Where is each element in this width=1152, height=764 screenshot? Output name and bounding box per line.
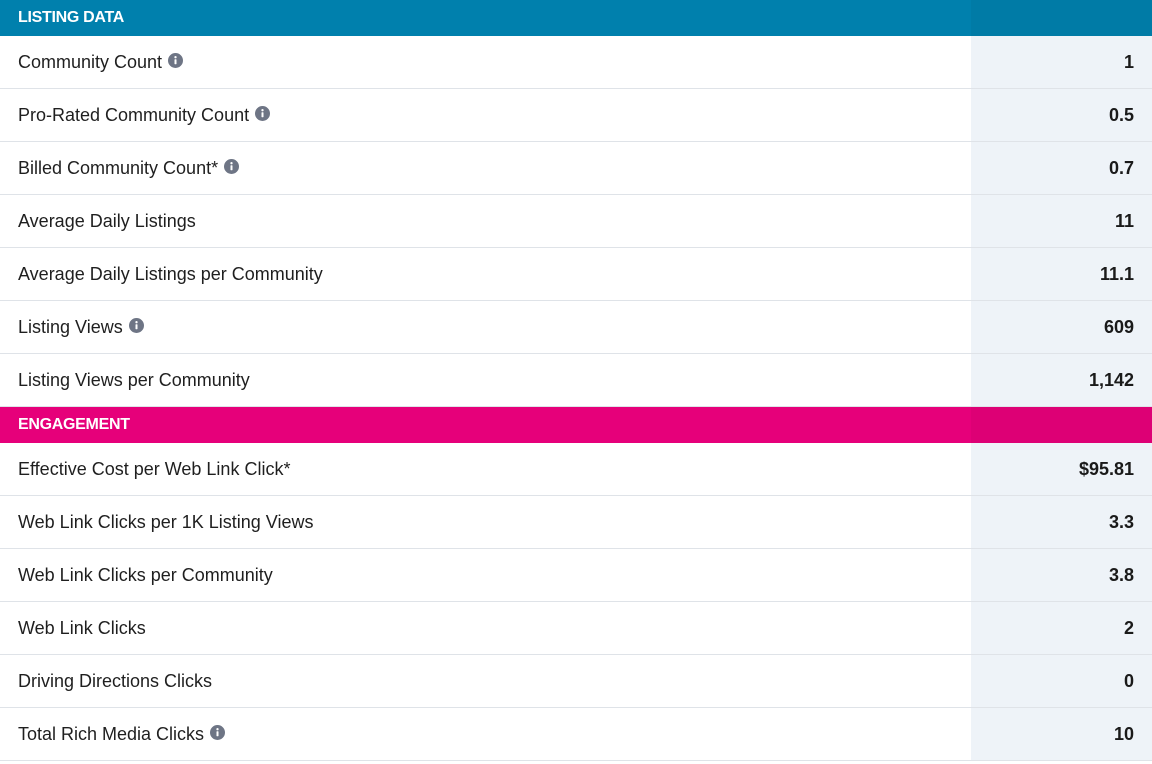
metric-label-cell: Average Daily Listings [0,195,971,247]
metric-label: Web Link Clicks per Community [18,564,273,585]
metric-value: 11.1 [971,248,1152,300]
metric-value: 0.7 [971,142,1152,194]
metric-label-cell: Billed Community Count* [0,142,971,194]
metric-label-cell: Listing Views [0,301,971,353]
metric-label-cell: Average Daily Listings per Community [0,248,971,300]
metric-label-cell: Total Rich Media Clicks [0,708,971,760]
table-row: Listing Views per Community 1,142 [0,354,1152,407]
table-row: Billed Community Count* 0.7 [0,142,1152,195]
metric-label: Listing Views per Community [18,369,250,390]
header-value-column-shade [971,407,1152,443]
table-row: Average Daily Listings per Community 11.1 [0,248,1152,301]
metric-label: Listing Views [18,316,123,337]
metric-value: $95.81 [971,443,1152,495]
metric-label: Billed Community Count* [18,157,219,178]
header-value-column-shade [971,0,1152,36]
info-icon[interactable] [210,725,226,740]
metric-label-cell: Effective Cost per Web Link Click* [0,443,971,495]
table-row: Total Rich Media Clicks 10 [0,708,1152,761]
metric-value: 10 [971,708,1152,760]
table-row: Average Daily Listings 11 [0,195,1152,248]
metric-value: 3.3 [971,496,1152,548]
section-header: LISTING DATA [0,0,1152,36]
metric-label: Web Link Clicks per 1K Listing Views [18,511,314,532]
info-icon[interactable] [255,106,271,121]
metric-label: Community Count [18,51,163,72]
metric-label: Web Link Clicks [18,617,146,638]
section-title: LISTING DATA [18,9,125,26]
info-icon[interactable] [224,159,240,174]
metric-value: 1,142 [971,354,1152,406]
metric-label-cell: Driving Directions Clicks [0,655,971,707]
metric-label-cell: Community Count [0,36,971,88]
metric-label: Pro-Rated Community Count [18,104,250,125]
metric-label-cell: Web Link Clicks [0,602,971,654]
table-row: Listing Views 609 [0,301,1152,354]
section-listing-data: LISTING DATA Community Count 1 Pro-Rated Co… [0,0,1152,407]
metric-label-cell: Listing Views per Community [0,354,971,406]
table-row: Effective Cost per Web Link Click* $95.81 [0,443,1152,496]
info-icon[interactable] [128,318,144,333]
metric-value: 1 [971,36,1152,88]
metric-label-cell: Web Link Clicks per Community [0,549,971,601]
table-row: Web Link Clicks 2 [0,602,1152,655]
metric-label-cell: Web Link Clicks per 1K Listing Views [0,496,971,548]
table-row: Community Count 1 [0,36,1152,89]
metric-label: Total Rich Media Clicks [18,723,205,744]
table-row: Pro-Rated Community Count 0.5 [0,89,1152,142]
table-row: Web Link Clicks per 1K Listing Views 3.3 [0,496,1152,549]
metric-value: 609 [971,301,1152,353]
section-header: ENGAGEMENT [0,407,1152,443]
metric-label: Driving Directions Clicks [18,670,213,691]
metric-label-cell: Pro-Rated Community Count [0,89,971,141]
table-row: Driving Directions Clicks 0 [0,655,1152,708]
table-row: Web Link Clicks per Community 3.8 [0,549,1152,602]
metric-label: Effective Cost per Web Link Click* [18,458,291,479]
metric-value: 2 [971,602,1152,654]
info-icon[interactable] [168,53,184,68]
metric-label: Average Daily Listings per Community [18,263,323,284]
section-title: ENGAGEMENT [18,416,130,433]
metric-value: 3.8 [971,549,1152,601]
metric-value: 0 [971,655,1152,707]
section-engagement: ENGAGEMENT Effective Cost per Web Link Cl… [0,407,1152,761]
metric-value: 0.5 [971,89,1152,141]
metric-value: 11 [971,195,1152,247]
metric-label: Average Daily Listings [18,210,196,231]
